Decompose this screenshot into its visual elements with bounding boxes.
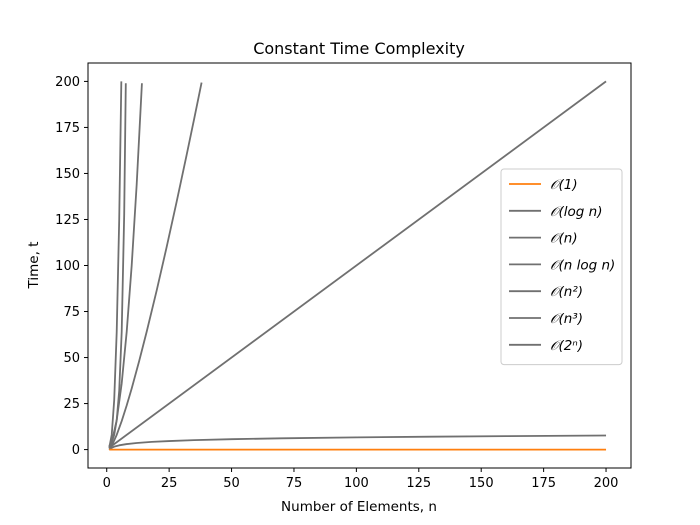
legend-label: 𝒪(n) — [550, 231, 578, 247]
y-tick-label: 200 — [55, 75, 80, 90]
legend-label: 𝒪(2ⁿ) — [550, 338, 583, 354]
x-tick-label: 150 — [469, 476, 494, 491]
x-tick-label: 25 — [161, 476, 178, 491]
x-tick-label: 200 — [594, 476, 619, 491]
y-tick-label: 100 — [55, 259, 80, 274]
chart-title: Constant Time Complexity — [253, 39, 465, 58]
x-tick-label: 100 — [344, 476, 369, 491]
legend-label: 𝒪(n²) — [550, 284, 583, 300]
y-tick-label: 125 — [55, 213, 80, 228]
x-tick-label: 175 — [531, 476, 556, 491]
legend: 𝒪(1) 𝒪(log n) 𝒪(n) 𝒪(n log n) 𝒪(n²) 𝒪(n³) 𝒪(2ⁿ… — [500, 168, 623, 366]
series-line — [108, 83, 127, 447]
series-line — [108, 434, 607, 451]
y-tick-label: 50 — [63, 351, 80, 366]
y-tick-label: 0 — [72, 443, 80, 458]
x-tick-label: 125 — [406, 476, 431, 491]
x-tick-label: 75 — [286, 476, 303, 491]
series-layer — [108, 80, 607, 451]
y-tick-label: 25 — [63, 397, 80, 412]
legend-label: 𝒪(1) — [550, 177, 578, 193]
x-tick-label: 0 — [103, 476, 111, 491]
legend-label: 𝒪(n log n) — [550, 257, 615, 273]
series-line — [108, 80, 607, 449]
legend-label: 𝒪(n³) — [550, 311, 583, 327]
y-axis: 0 25 50 75 100 125 150 175 200 — [55, 75, 88, 458]
legend-frame — [500, 168, 623, 366]
series-line — [108, 82, 203, 451]
series-line — [108, 81, 123, 448]
y-tick-label: 175 — [55, 121, 80, 136]
x-axis: 0 25 50 75 100 125 150 175 200 — [103, 468, 619, 491]
legend-label: 𝒪(log n) — [550, 204, 602, 220]
y-tick-label: 150 — [55, 167, 80, 182]
y-axis-label: Time, t — [26, 242, 42, 290]
x-axis-label: Number of Elements, n — [281, 499, 437, 515]
x-tick-label: 50 — [223, 476, 240, 491]
y-tick-label: 75 — [63, 305, 80, 320]
